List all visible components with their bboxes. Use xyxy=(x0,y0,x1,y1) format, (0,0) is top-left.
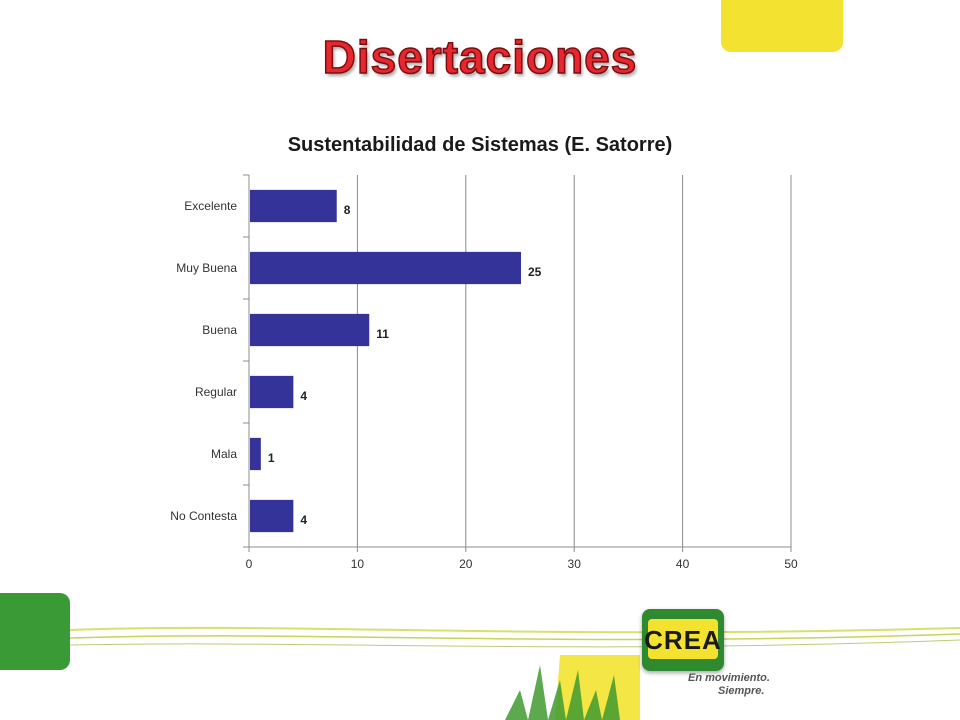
bars xyxy=(250,189,521,533)
category-label: Regular xyxy=(195,385,237,399)
slide-title: Disertaciones xyxy=(322,30,638,84)
grid-lines xyxy=(356,175,792,547)
corner-yellow-tab xyxy=(721,0,843,52)
x-tick-label: 40 xyxy=(676,557,690,571)
labels: 0 10 20 30 40 50 Excelente 8 Muy Buena 25 Buena 11 R… xyxy=(170,199,798,571)
tagline-line2: Siempre. xyxy=(718,685,765,697)
axes xyxy=(243,174,792,552)
corner-green-block xyxy=(0,593,70,670)
category-label: Mala xyxy=(211,447,237,461)
x-tick-label: 0 xyxy=(246,557,253,571)
bar xyxy=(250,375,294,409)
tagline-line1: En movimiento. xyxy=(688,672,770,684)
category-label: Buena xyxy=(202,323,237,337)
x-tick-label: 10 xyxy=(351,557,365,571)
data-label: 4 xyxy=(300,389,307,403)
crea-logo: CREA xyxy=(642,609,724,671)
category-label: No Contesta xyxy=(170,509,237,523)
data-label: 1 xyxy=(268,451,275,465)
category-label: Muy Buena xyxy=(176,261,237,275)
category-label: Excelente xyxy=(184,199,237,213)
bar xyxy=(250,251,521,285)
bar xyxy=(250,189,337,223)
bar xyxy=(250,313,370,347)
x-tick-label: 20 xyxy=(459,557,473,571)
x-tick-label: 30 xyxy=(568,557,582,571)
data-label: 8 xyxy=(344,203,351,217)
crea-logo-text: CREA xyxy=(644,625,722,655)
chart-title: Sustentabilidad de Sistemas (E. Satorre) xyxy=(287,134,673,156)
x-tick-label: 50 xyxy=(784,557,798,571)
data-label: 25 xyxy=(528,265,542,279)
data-label: 4 xyxy=(300,513,307,527)
bar xyxy=(250,499,294,533)
data-label: 11 xyxy=(376,327,389,341)
brand-tagline: En movimiento. Siempre. xyxy=(688,672,770,698)
bar xyxy=(250,437,261,471)
